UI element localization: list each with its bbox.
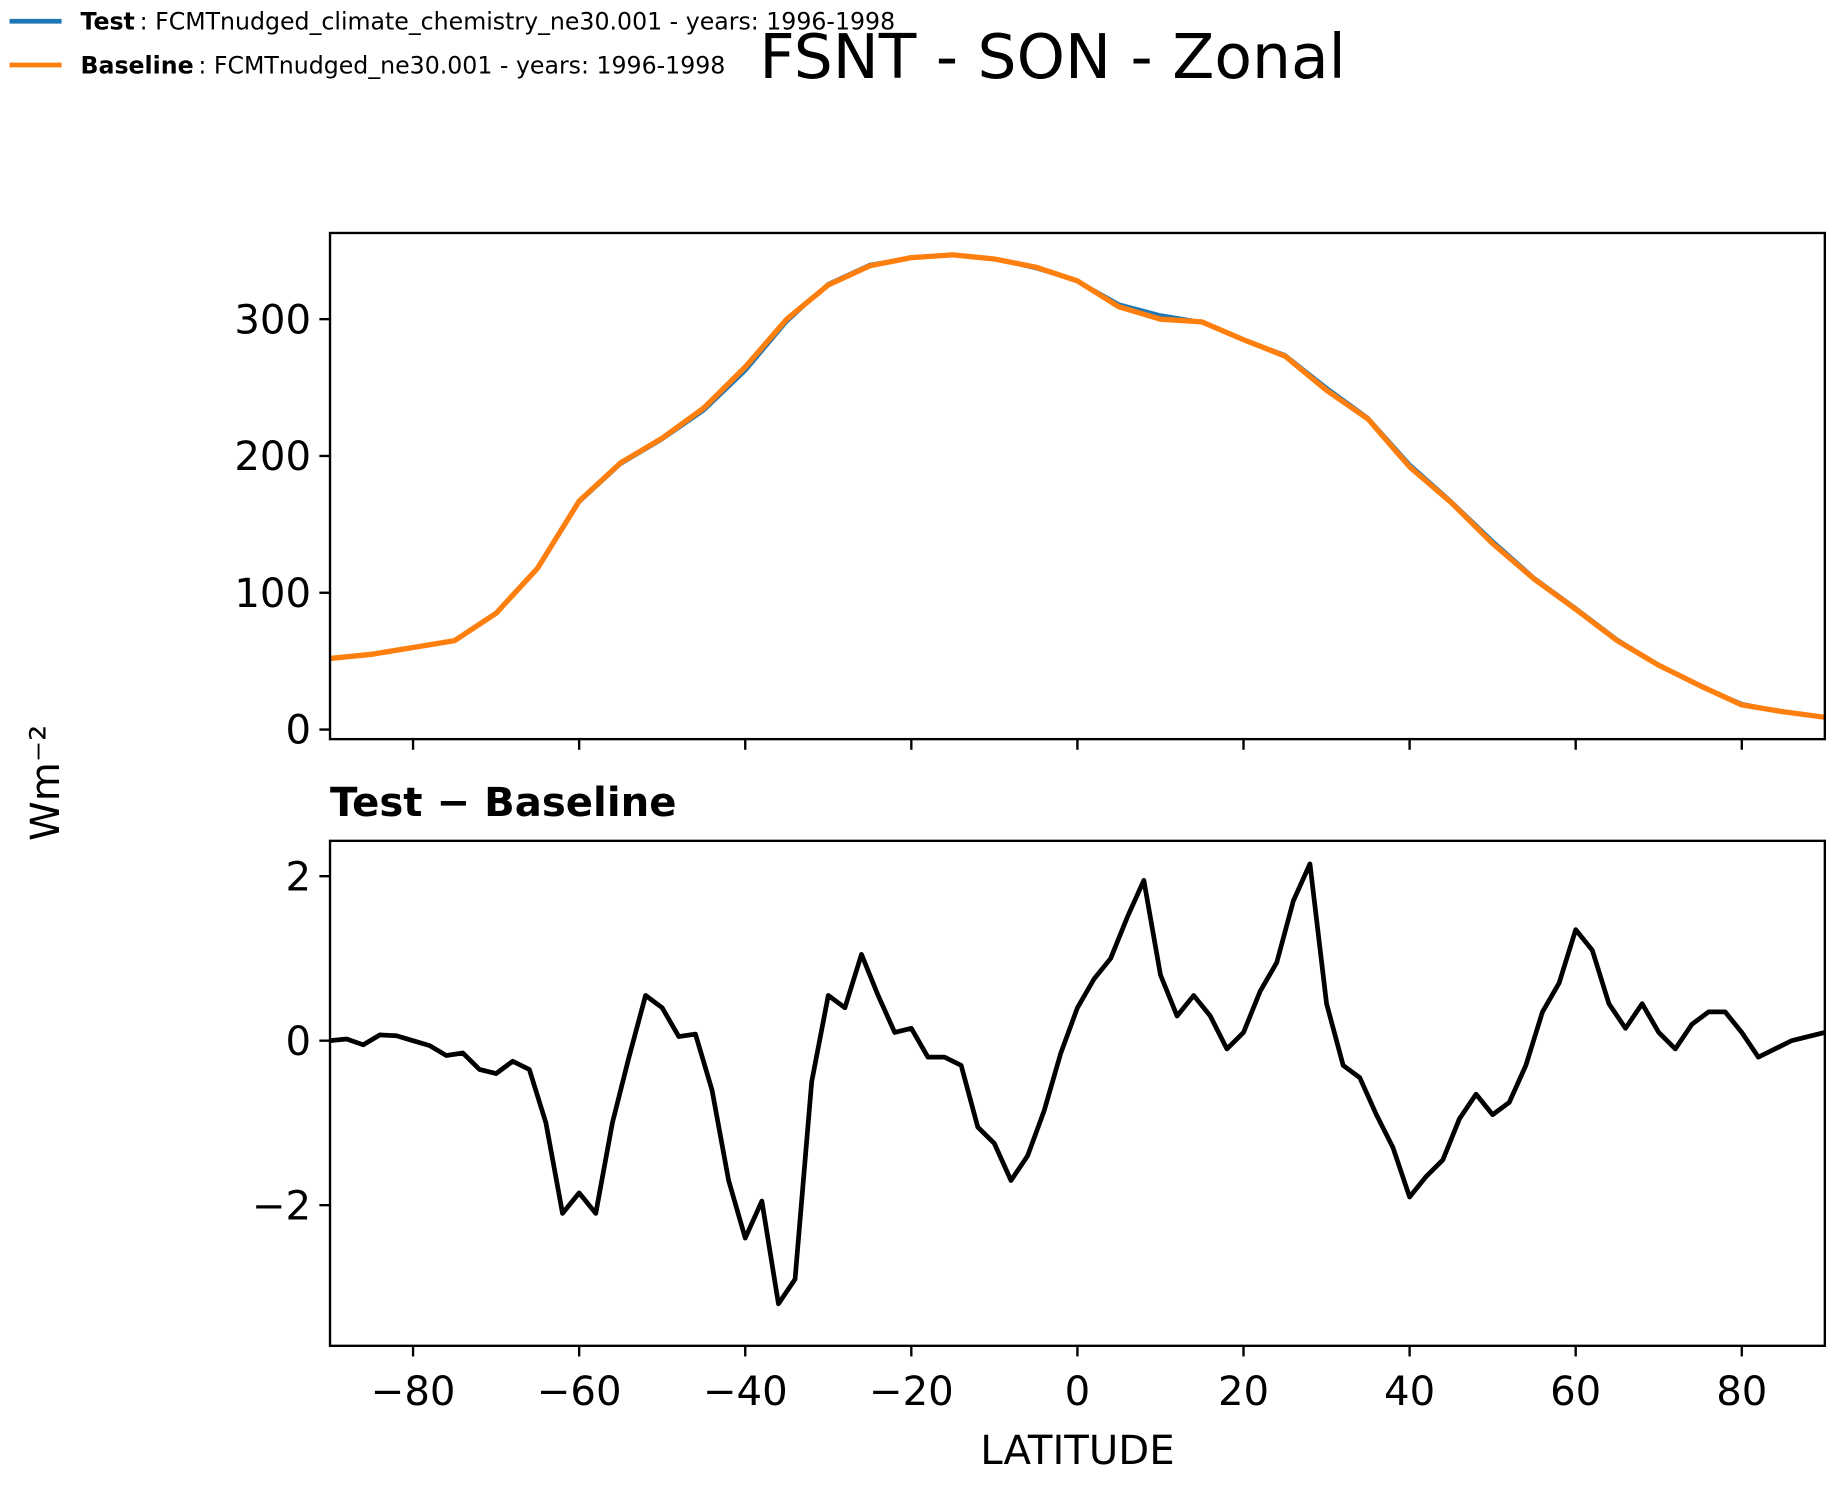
subplot-title: Test − Baseline (330, 780, 676, 826)
legend-name: Test (80, 8, 134, 36)
y-tick-label: 300 (234, 297, 311, 343)
figure-title: FSNT - SON - Zonal (759, 21, 1345, 93)
legend-name: Baseline (80, 51, 193, 79)
data-line (330, 861, 1825, 1307)
y-tick-label: 0 (286, 1019, 312, 1065)
y-tick-label: −2 (252, 1183, 311, 1229)
y-tick-label: 0 (286, 708, 312, 754)
legend-entry: Baseline: FCMTnudged_ne30.001 - years: 1… (80, 51, 725, 79)
y-tick-label: 2 (286, 854, 312, 900)
legend-description: : FCMTnudged_ne30.001 - years: 1996-1998 (198, 51, 725, 79)
axes-frame (328, 839, 1827, 1347)
x-tick-label: −40 (703, 1369, 788, 1415)
x-tick-label: 60 (1550, 1369, 1601, 1415)
y-tick-label: 100 (234, 571, 311, 617)
x-tick-label: −20 (869, 1369, 954, 1415)
x-axis-label: LATITUDE (980, 1428, 1174, 1474)
y-axis-label: Wm⁻² (23, 725, 69, 841)
x-tick-label: 0 (1065, 1369, 1091, 1415)
data-line (330, 253, 1825, 719)
x-tick-label: 20 (1218, 1369, 1269, 1415)
x-tick-label: −80 (371, 1369, 456, 1415)
axes-frame (328, 231, 1827, 741)
x-tick-label: 40 (1384, 1369, 1435, 1415)
x-tick-label: −60 (537, 1369, 622, 1415)
data-line (330, 252, 1825, 720)
legend-description: : FCMTnudged_climate_chemistry_ne30.001 … (140, 8, 896, 36)
legend-entry: Test: FCMTnudged_climate_chemistry_ne30.… (80, 8, 895, 36)
x-tick-label: 80 (1716, 1369, 1767, 1415)
y-tick-label: 200 (234, 434, 311, 480)
